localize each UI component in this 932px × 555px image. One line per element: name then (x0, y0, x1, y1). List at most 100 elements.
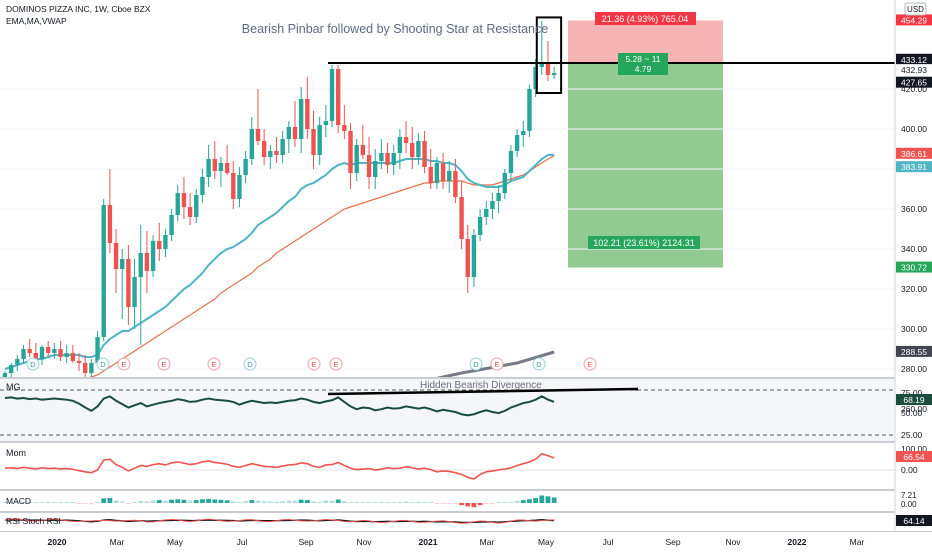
macd-bar (230, 501, 236, 503)
divergence-annotation[interactable]: Hidden Bearish Divergence (420, 380, 542, 391)
candle-body (274, 151, 279, 155)
macd-bar (453, 503, 458, 505)
macd-bar (119, 501, 125, 503)
candle (403, 121, 409, 153)
macd-bar (397, 502, 403, 503)
macd-bar (107, 498, 113, 503)
macd-pane-label: MACD (6, 496, 31, 506)
candle-body (311, 129, 316, 155)
macd-bar (527, 499, 532, 503)
candle (280, 131, 285, 163)
candle-body (181, 193, 187, 207)
candle (261, 129, 267, 165)
candle (181, 177, 187, 219)
mom-series (4, 452, 555, 480)
annotation-title[interactable]: Bearish Pinbar followed by Shooting Star… (242, 22, 548, 36)
price-tick-label: 400.00 (901, 124, 927, 134)
macd-bar (237, 501, 242, 503)
macd-bar (76, 503, 82, 504)
event-marker (26, 357, 40, 371)
candle-body (335, 69, 341, 125)
event-label: D (473, 360, 479, 369)
candle (231, 161, 236, 209)
macd-bar (156, 500, 162, 503)
price-badge: 383.91 (901, 162, 927, 172)
candle-body (447, 171, 452, 181)
event-label: E (494, 360, 499, 369)
time-tick-label: Nov (725, 537, 741, 547)
candle-body (551, 73, 557, 75)
candle-body (70, 353, 76, 361)
divergence-line[interactable] (327, 387, 639, 396)
candle-body (354, 145, 359, 173)
candle (440, 153, 446, 189)
event-label: D (30, 360, 36, 369)
candle (317, 117, 322, 165)
candle (64, 345, 69, 363)
currency-badge[interactable] (904, 2, 927, 16)
price-tick-label: 340.00 (901, 244, 927, 254)
price-badge-bg (896, 147, 932, 159)
macd-bar (193, 500, 199, 503)
macd-bar (329, 500, 335, 503)
candle (15, 355, 20, 371)
candle-body (224, 163, 230, 173)
candle-body (268, 151, 273, 157)
candle (274, 137, 279, 163)
take-profit-zone[interactable] (568, 62, 723, 268)
candle (484, 201, 489, 225)
candle (335, 65, 341, 133)
candle-body (194, 195, 199, 217)
candle-body (64, 353, 69, 357)
time-tick-label: 2020 (48, 537, 67, 547)
highlight-box[interactable] (535, 16, 563, 95)
macd-histogram (2, 495, 557, 508)
candle-body (342, 125, 347, 131)
time-axis[interactable] (0, 532, 932, 550)
mom-value-badge (896, 451, 932, 462)
candle (410, 127, 415, 169)
candle (249, 117, 254, 165)
indicators-legend[interactable]: EMA,MA,VWAP (6, 16, 67, 26)
candle-body (150, 241, 156, 271)
candle-body (58, 349, 63, 357)
candle (138, 225, 143, 345)
macd-bar (51, 502, 57, 503)
macd-bar (33, 502, 39, 503)
macd-bar (64, 502, 70, 503)
symbol-title[interactable]: DOMINOS PIZZA INC, 1W, Cboe BZX (6, 4, 151, 14)
macd-bar (360, 502, 366, 503)
candle-body (453, 171, 458, 197)
event-marker (307, 357, 321, 371)
macd-bar (409, 502, 415, 503)
macd-bar (354, 502, 360, 503)
macd-bar (496, 502, 501, 503)
macd-bar (372, 502, 378, 503)
candle (385, 143, 390, 173)
macd-bar (311, 501, 316, 503)
macd-bar (422, 502, 427, 503)
macd-bar (218, 499, 224, 503)
macd-bar (175, 499, 181, 503)
candle (477, 209, 483, 241)
candle (8, 363, 14, 377)
candle-body (360, 145, 366, 155)
macd-bar (323, 500, 329, 503)
candle-body (138, 253, 143, 277)
candle (187, 193, 193, 225)
time-tick-label: 2021 (419, 537, 438, 547)
candle-body (261, 141, 267, 157)
candle (502, 169, 507, 199)
candle-body (329, 69, 335, 121)
candle-body (163, 235, 168, 249)
macd-bar (187, 500, 193, 503)
macd-bar (255, 500, 261, 503)
price-tick-label: 280.00 (901, 364, 927, 374)
candle (21, 345, 26, 363)
entry-label-line1: 5.28 ~ 11 (625, 54, 660, 64)
candle (533, 59, 538, 97)
candle (354, 139, 359, 181)
macd-bar (378, 502, 384, 503)
